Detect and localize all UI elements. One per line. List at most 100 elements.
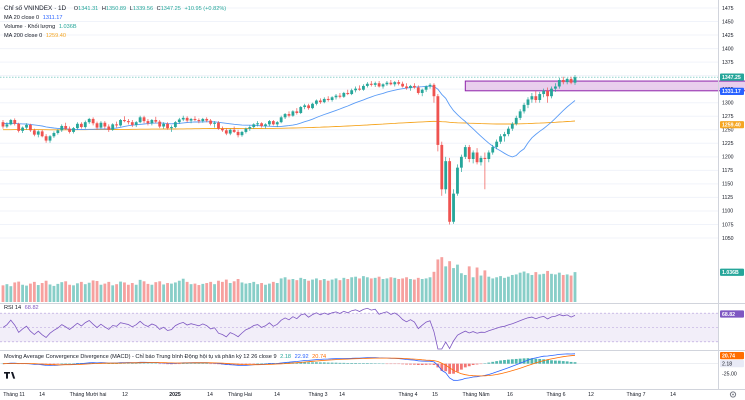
candle[interactable]	[291, 110, 295, 117]
candle[interactable]	[126, 118, 130, 125]
candle[interactable]	[538, 91, 542, 103]
candle[interactable]	[416, 85, 420, 95]
candle[interactable]	[68, 126, 72, 134]
candle[interactable]	[444, 156, 448, 194]
candle[interactable]	[303, 103, 307, 110]
candle[interactable]	[330, 96, 334, 102]
candle[interactable]	[264, 123, 267, 129]
candle[interactable]	[166, 122, 169, 130]
candle[interactable]	[377, 81, 381, 88]
candle[interactable]	[299, 105, 303, 115]
candle[interactable]	[475, 148, 479, 165]
volume-legend[interactable]: Volume · Khối lượng 1.036B	[4, 24, 77, 31]
candle[interactable]	[60, 124, 64, 132]
candlesticks[interactable]	[1, 75, 577, 225]
candle[interactable]	[322, 97, 326, 104]
candle[interactable]	[40, 129, 44, 138]
candle[interactable]	[334, 94, 338, 100]
candle[interactable]	[526, 97, 530, 109]
candle[interactable]	[244, 127, 248, 134]
candle[interactable]	[29, 123, 32, 132]
candle[interactable]	[52, 131, 56, 138]
candle[interactable]	[569, 76, 573, 85]
candle[interactable]	[534, 90, 538, 103]
candle[interactable]	[440, 141, 444, 196]
macd-legend[interactable]: Moving Average Convergence Divergence (M…	[4, 354, 326, 361]
candle[interactable]	[5, 122, 9, 129]
ma20-legend[interactable]: MA 20 close 0 1311.17	[4, 15, 63, 22]
candle[interactable]	[510, 122, 514, 131]
candle[interactable]	[491, 144, 495, 155]
candle[interactable]	[56, 129, 60, 135]
candle[interactable]	[72, 127, 75, 134]
candle[interactable]	[506, 126, 510, 137]
candle[interactable]	[134, 121, 138, 128]
candle[interactable]	[142, 115, 146, 124]
candle[interactable]	[252, 123, 256, 129]
candle[interactable]	[561, 76, 565, 85]
candle[interactable]	[99, 121, 103, 129]
candle[interactable]	[189, 117, 193, 124]
candle[interactable]	[13, 118, 17, 126]
rsi-legend[interactable]: RSI 14 68.82	[4, 305, 39, 312]
candle[interactable]	[79, 122, 83, 129]
candle[interactable]	[279, 115, 283, 124]
candle[interactable]	[420, 88, 424, 97]
candle[interactable]	[385, 81, 389, 86]
candle[interactable]	[95, 121, 99, 130]
candle[interactable]	[479, 155, 483, 166]
candle[interactable]	[283, 112, 287, 119]
candle[interactable]	[228, 128, 232, 136]
candle[interactable]	[17, 122, 21, 133]
candle[interactable]	[554, 83, 557, 92]
candle[interactable]	[44, 134, 48, 143]
candle[interactable]	[150, 118, 154, 126]
candle[interactable]	[209, 118, 213, 126]
candle[interactable]	[499, 134, 502, 144]
candle[interactable]	[205, 117, 209, 123]
candle[interactable]	[318, 98, 322, 104]
candle[interactable]	[326, 96, 330, 102]
candle[interactable]	[463, 144, 467, 159]
candle[interactable]	[307, 103, 310, 110]
candle[interactable]	[565, 77, 569, 85]
candle[interactable]	[268, 120, 271, 127]
candle[interactable]	[240, 130, 244, 137]
candle[interactable]	[459, 154, 463, 172]
candle[interactable]	[248, 125, 252, 131]
candle[interactable]	[224, 128, 228, 136]
candle[interactable]	[369, 81, 373, 87]
time-axis[interactable]: Tháng 11 14 Tháng Mười hai 12 2025 14 Tháng Ha…	[3, 392, 676, 398]
candle[interactable]	[557, 77, 561, 89]
candle[interactable]	[346, 89, 350, 96]
candle[interactable]	[487, 150, 491, 163]
candle[interactable]	[260, 122, 263, 128]
candle[interactable]	[271, 120, 275, 126]
candle[interactable]	[573, 75, 577, 85]
candle[interactable]	[154, 116, 158, 124]
candle[interactable]	[522, 102, 526, 114]
candle[interactable]	[107, 124, 111, 132]
candle[interactable]	[373, 81, 377, 88]
candle[interactable]	[311, 102, 314, 110]
candle[interactable]	[542, 88, 546, 98]
candle[interactable]	[452, 189, 455, 224]
candle[interactable]	[401, 81, 405, 88]
candle[interactable]	[76, 122, 79, 130]
candle[interactable]	[409, 84, 412, 91]
candle[interactable]	[170, 125, 173, 132]
candle[interactable]	[177, 117, 181, 124]
candle[interactable]	[87, 117, 91, 124]
candle[interactable]	[467, 144, 471, 163]
rsi-pane[interactable]: 68.82	[0, 307, 744, 350]
candle[interactable]	[236, 129, 240, 138]
candle[interactable]	[173, 121, 177, 129]
candle[interactable]	[32, 128, 36, 137]
candle[interactable]	[83, 120, 87, 129]
candle[interactable]	[130, 120, 134, 128]
resistance-zone[interactable]	[464, 80, 745, 92]
candle[interactable]	[115, 121, 119, 128]
symbol-title[interactable]: Chỉ số VNINDEX · 1D	[4, 5, 67, 12]
candle[interactable]	[483, 152, 487, 190]
candle[interactable]	[365, 82, 369, 88]
